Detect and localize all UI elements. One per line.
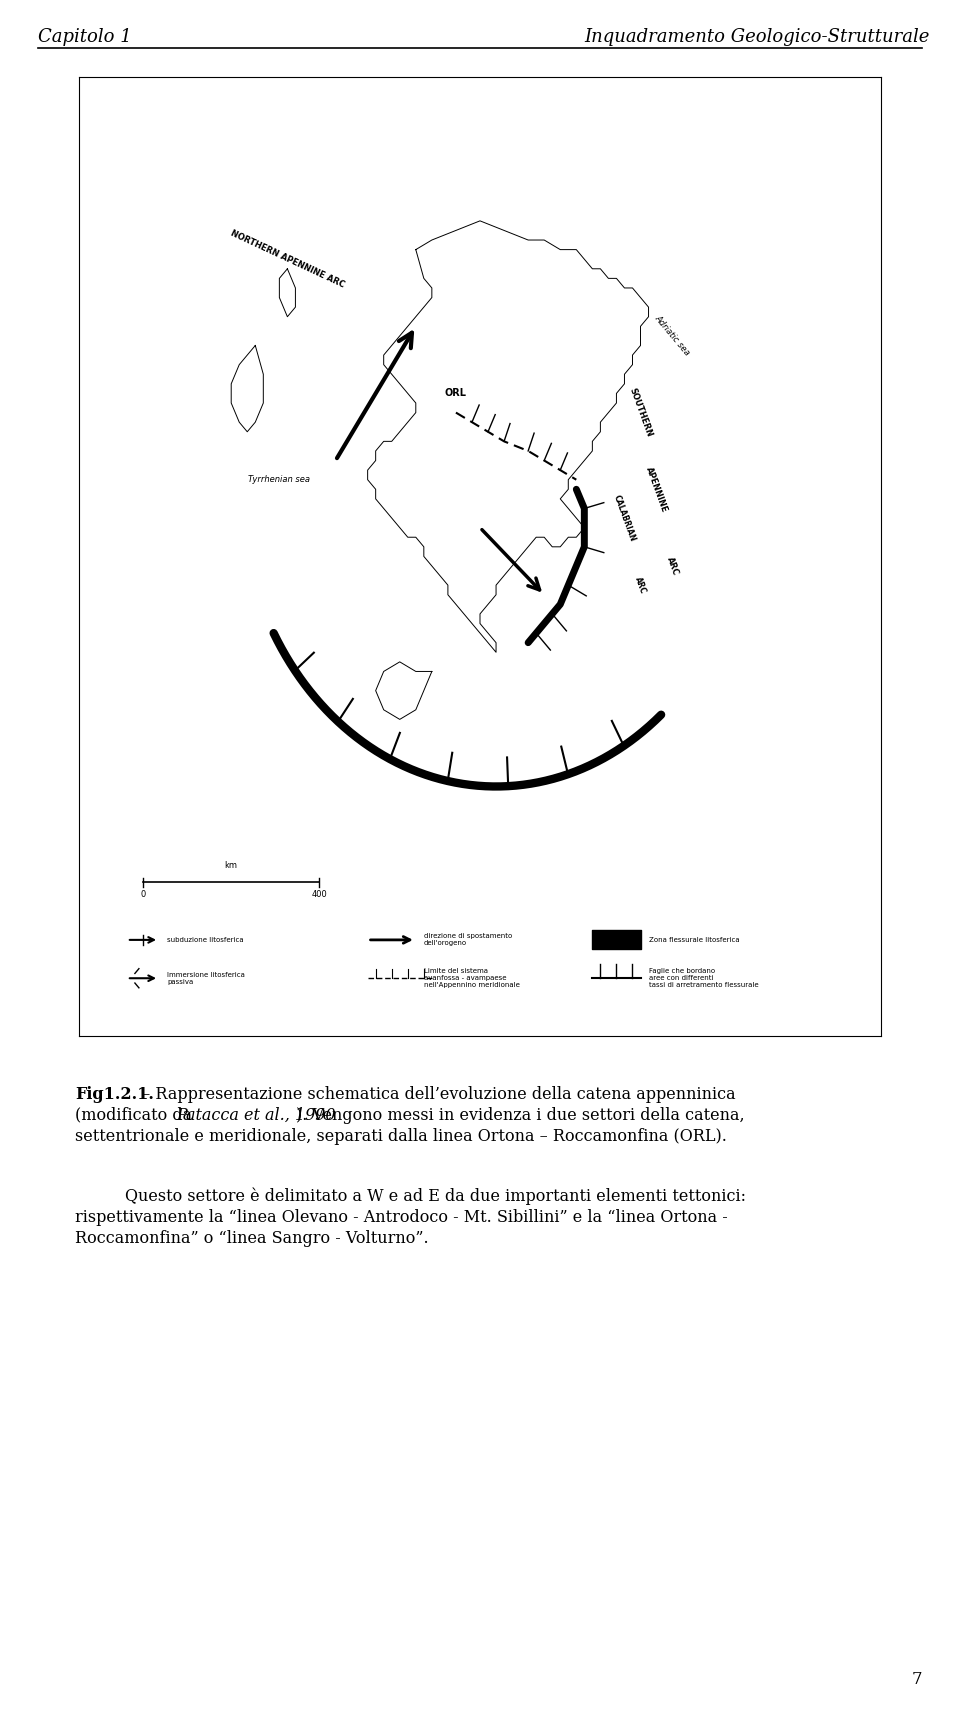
Text: 0: 0: [140, 890, 146, 899]
Polygon shape: [279, 269, 296, 317]
Text: Faglie che bordano
aree con differenti
tassi di arretramento flessurale: Faglie che bordano aree con differenti t…: [649, 969, 758, 988]
Polygon shape: [231, 346, 263, 431]
Text: (modificato da: (modificato da: [75, 1106, 197, 1123]
Text: SOUTHERN: SOUTHERN: [628, 387, 654, 438]
Text: ARC: ARC: [634, 575, 648, 594]
Text: km: km: [225, 861, 238, 870]
Text: ). Vengono messi in evidenza i due settori della catena,: ). Vengono messi in evidenza i due setto…: [296, 1106, 745, 1123]
Polygon shape: [375, 663, 432, 719]
Text: Tyrrhenian sea: Tyrrhenian sea: [249, 476, 310, 484]
Text: 7: 7: [911, 1671, 922, 1688]
Text: – Rappresentazione schematica dell’evoluzione della catena appenninica: – Rappresentazione schematica dell’evolu…: [137, 1085, 735, 1103]
Text: Adriatic sea: Adriatic sea: [653, 313, 692, 358]
Text: 400: 400: [312, 890, 327, 899]
Text: Limite del sistema
avanfossa - avampaese
nell'Appennino meridionale: Limite del sistema avanfossa - avampaese…: [423, 969, 519, 988]
Text: settentrionale e meridionale, separati dalla linea Ortona – Roccamonfina (ORL).: settentrionale e meridionale, separati d…: [75, 1128, 727, 1145]
Text: Questo settore è delimitato a W e ad E da due importanti elementi tettonici:: Questo settore è delimitato a W e ad E d…: [125, 1188, 746, 1205]
Text: Patacca et al., 1990: Patacca et al., 1990: [176, 1106, 335, 1123]
Text: CALABRIAN: CALABRIAN: [612, 493, 637, 543]
Text: Inquadramento Geologico-Strutturale: Inquadramento Geologico-Strutturale: [585, 27, 930, 46]
Text: Immersione litosferica
passiva: Immersione litosferica passiva: [167, 972, 245, 984]
Text: Fig1.2.1.: Fig1.2.1.: [75, 1085, 154, 1103]
Text: Roccamonfina” o “linea Sangro - Volturno”.: Roccamonfina” o “linea Sangro - Volturno…: [75, 1229, 428, 1246]
Polygon shape: [368, 221, 649, 652]
Text: NORTHERN APENNINE ARC: NORTHERN APENNINE ARC: [228, 229, 346, 289]
Text: Capitolo 1: Capitolo 1: [38, 27, 132, 46]
Text: APENNINE: APENNINE: [644, 466, 669, 514]
Text: subduzione litosferica: subduzione litosferica: [167, 936, 244, 943]
Text: ORL: ORL: [444, 389, 467, 399]
Text: Zona flessurale litosferica: Zona flessurale litosferica: [649, 936, 739, 943]
Text: direzione di spostamento
dell'orogeno: direzione di spostamento dell'orogeno: [423, 933, 512, 947]
Text: rispettivamente la “linea Olevano - Antrodoco - Mt. Sibillini” e la “linea Orton: rispettivamente la “linea Olevano - Antr…: [75, 1209, 728, 1226]
Text: ARC: ARC: [665, 555, 680, 577]
